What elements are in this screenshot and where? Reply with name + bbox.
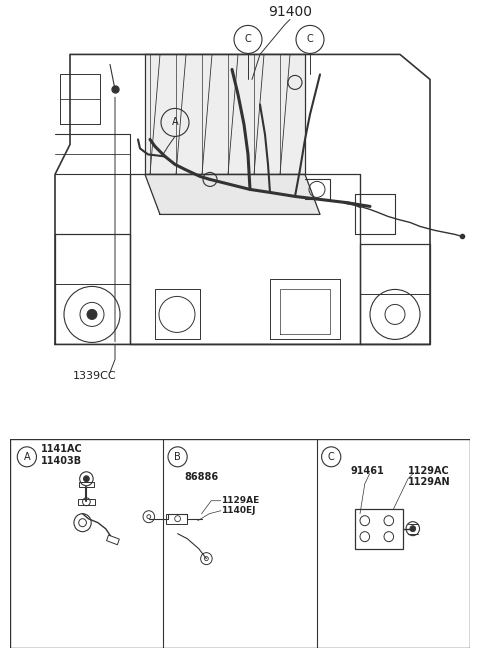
Text: 91461: 91461 — [350, 466, 384, 476]
Text: B: B — [174, 452, 181, 462]
Text: 1339CC: 1339CC — [73, 371, 117, 381]
Text: C: C — [245, 35, 252, 45]
Bar — [355, 509, 403, 549]
Bar — [78, 498, 95, 505]
Text: C: C — [328, 452, 335, 462]
Text: 1141AC: 1141AC — [41, 444, 83, 454]
Text: A: A — [172, 117, 178, 128]
Text: 1140EJ: 1140EJ — [221, 506, 255, 515]
Text: 1129AN: 1129AN — [408, 477, 451, 487]
Text: 11403B: 11403B — [41, 456, 83, 466]
Text: A: A — [24, 452, 30, 462]
Circle shape — [410, 526, 416, 532]
Text: 86886: 86886 — [184, 472, 218, 482]
Bar — [166, 514, 187, 524]
Bar — [79, 482, 94, 487]
Text: 91400: 91400 — [268, 5, 312, 20]
Circle shape — [87, 309, 97, 320]
Bar — [107, 535, 120, 545]
Text: 1129AC: 1129AC — [408, 466, 450, 476]
Circle shape — [84, 476, 89, 482]
Text: 1129AE: 1129AE — [221, 496, 259, 505]
Polygon shape — [145, 54, 305, 174]
Text: C: C — [307, 35, 313, 45]
Polygon shape — [145, 174, 320, 214]
